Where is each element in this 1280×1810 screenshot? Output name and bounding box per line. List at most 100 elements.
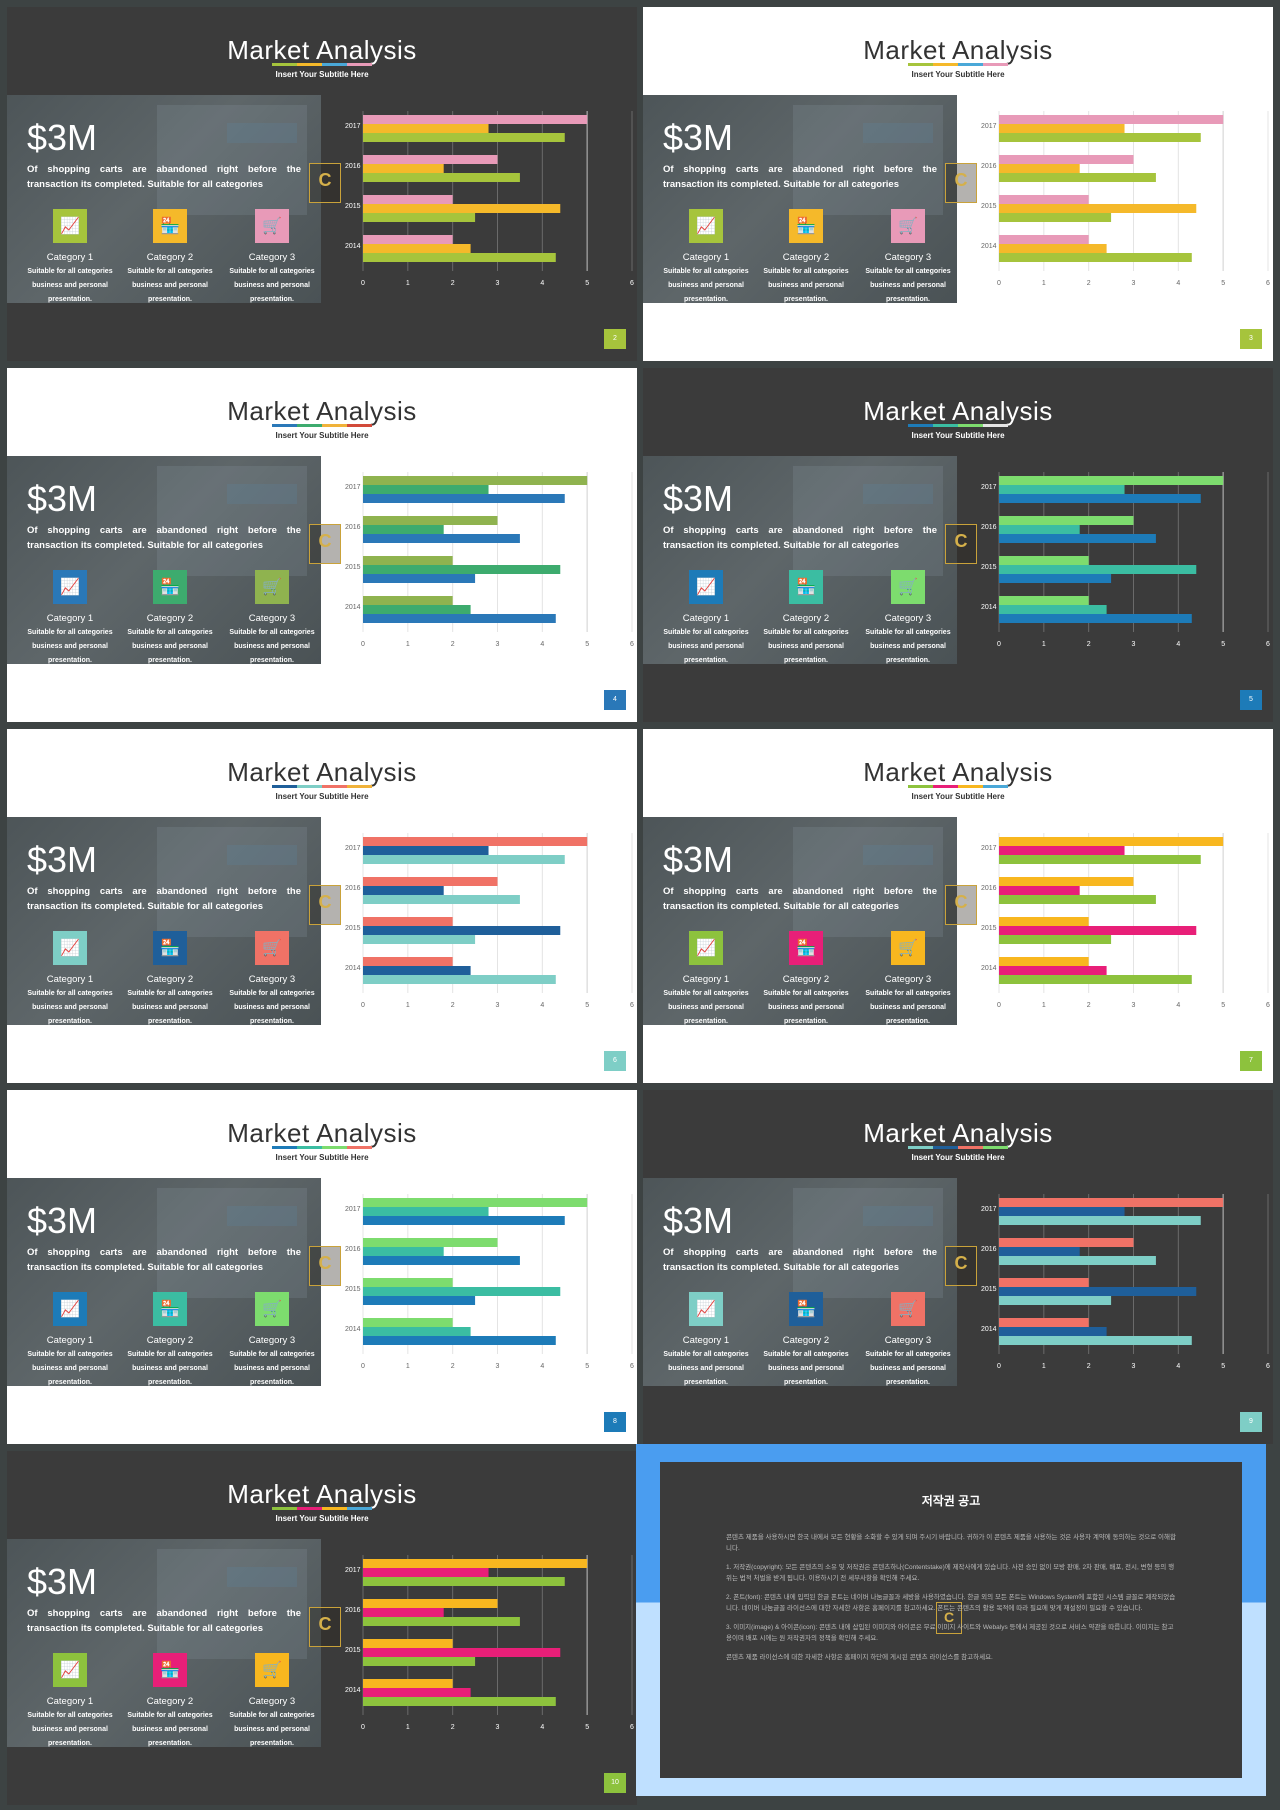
store-icon: 🏪 bbox=[153, 1653, 187, 1687]
category-name: Category 3 bbox=[884, 252, 932, 263]
bar bbox=[999, 204, 1197, 213]
category-label: 2017 bbox=[345, 845, 361, 852]
bar bbox=[363, 1216, 565, 1225]
big-number: $3M bbox=[663, 1200, 734, 1241]
slide-title: Market Analysis bbox=[227, 1118, 417, 1148]
category-label: 2015 bbox=[345, 203, 361, 210]
x-tick-label: 1 bbox=[1042, 1002, 1046, 1009]
category-block: 🛒 Category 3 Suitable for all categories bu… bbox=[222, 1653, 322, 1751]
x-tick-label: 4 bbox=[540, 1363, 544, 1370]
background-photo-detail bbox=[227, 1567, 297, 1587]
category-name: Category 3 bbox=[248, 252, 296, 263]
chart-svg: 0 1 2 3 4 5 6 2017 2016 2015 2014 bbox=[981, 472, 1270, 648]
cart-icon: 🛒 bbox=[891, 209, 925, 243]
bar bbox=[363, 966, 471, 975]
x-tick-label: 0 bbox=[361, 1724, 365, 1731]
x-tick-label: 1 bbox=[406, 1363, 410, 1370]
category-description-line: presentation. bbox=[48, 1379, 92, 1386]
bar bbox=[363, 213, 476, 222]
cart-icon: 🛒 bbox=[255, 931, 289, 965]
category-block: 📈 Category 1 Suitable for all categories bu… bbox=[656, 931, 756, 1029]
bar bbox=[363, 895, 520, 904]
category-description: Suitable for all categories business and … bbox=[656, 1348, 756, 1390]
underline-segment bbox=[322, 63, 347, 66]
category-block: 📈 Category 1 Suitable for all categories bu… bbox=[656, 209, 756, 307]
background-photo-detail bbox=[863, 845, 933, 865]
category-description-line: presentation. bbox=[148, 296, 192, 303]
bar bbox=[999, 485, 1125, 494]
category-description-line: Suitable for all categories bbox=[27, 1351, 113, 1358]
x-tick-label: 4 bbox=[1176, 1002, 1180, 1009]
bar bbox=[363, 1559, 588, 1568]
underline-segment bbox=[347, 63, 372, 66]
slide-subtitle: Insert Your Subtitle Here bbox=[911, 70, 1005, 79]
category-block: 🛒 Category 3 Suitable for all categories bu… bbox=[222, 209, 322, 307]
slide: Market Analysis Insert Your Subtitle Here… bbox=[7, 1090, 637, 1444]
category-label: 2014 bbox=[981, 604, 997, 611]
slide: Market Analysis Insert Your Subtitle Here… bbox=[7, 1451, 637, 1805]
x-tick-label: 0 bbox=[361, 1002, 365, 1009]
background-photo-detail bbox=[227, 1206, 297, 1226]
category-label: 2016 bbox=[345, 163, 361, 170]
category-description-line: business and personal bbox=[32, 1726, 108, 1733]
x-tick-label: 3 bbox=[496, 1363, 500, 1370]
bar bbox=[999, 574, 1112, 583]
category-description-line: Suitable for all categories bbox=[763, 990, 849, 997]
page-number: 10 bbox=[604, 1773, 626, 1793]
category-description-line: presentation. bbox=[684, 1379, 728, 1386]
background-photo bbox=[793, 105, 943, 215]
category-description-line: business and personal bbox=[668, 282, 744, 289]
underline-segment bbox=[297, 63, 322, 66]
big-number: $3M bbox=[663, 839, 734, 880]
bar bbox=[363, 1657, 476, 1666]
bar bbox=[999, 975, 1192, 984]
category-description: Suitable for all categories business and … bbox=[756, 265, 856, 307]
x-tick-label: 6 bbox=[630, 641, 634, 648]
category-name: Category 3 bbox=[248, 974, 296, 985]
category-description: Suitable for all categories business and … bbox=[756, 626, 856, 668]
category-label: 2017 bbox=[981, 1206, 997, 1213]
category-block: 🛒 Category 3 Suitable for all categories bu… bbox=[858, 570, 958, 668]
category-label: 2014 bbox=[981, 243, 997, 250]
category-description-line: Suitable for all categories bbox=[865, 990, 951, 997]
cart-icon: 🛒 bbox=[255, 1292, 289, 1326]
description-line: Of shopping carts are abandoned right be… bbox=[663, 886, 937, 897]
x-tick-label: 0 bbox=[361, 280, 365, 287]
background-photo-detail bbox=[863, 1206, 933, 1226]
x-tick-label: 0 bbox=[997, 1363, 1001, 1370]
slide-subtitle: Insert Your Subtitle Here bbox=[275, 1514, 369, 1523]
category-block: 📈 Category 1 Suitable for all categories bu… bbox=[20, 209, 120, 307]
category-name: Category 2 bbox=[782, 613, 830, 624]
x-tick-label: 6 bbox=[1266, 1002, 1270, 1009]
x-tick-label: 5 bbox=[1221, 641, 1225, 648]
x-tick-label: 3 bbox=[1132, 1363, 1136, 1370]
category-description: Suitable for all categories business and … bbox=[756, 987, 856, 1029]
big-number: $3M bbox=[27, 1200, 98, 1241]
bar bbox=[999, 1216, 1201, 1225]
bar bbox=[363, 195, 453, 204]
category-block: 🛒 Category 3 Suitable for all categories bu… bbox=[858, 931, 958, 1029]
info-panel: $3M Of shopping carts are abandoned right… bbox=[7, 817, 321, 1025]
description-line: Of shopping carts are abandoned right be… bbox=[663, 164, 937, 175]
bar bbox=[363, 1207, 489, 1216]
category-description-line: business and personal bbox=[668, 643, 744, 650]
category-description-line: presentation. bbox=[250, 1018, 294, 1025]
category-description: Suitable for all categories business and … bbox=[20, 265, 120, 307]
category-description: Suitable for all categories business and … bbox=[858, 987, 958, 1029]
bar bbox=[363, 1198, 588, 1207]
bar bbox=[999, 1278, 1089, 1287]
x-tick-label: 6 bbox=[630, 1724, 634, 1731]
title-underline bbox=[272, 424, 372, 427]
chart-svg: 0 1 2 3 4 5 6 2017 2016 2015 2014 bbox=[981, 833, 1270, 1009]
x-tick-label: 4 bbox=[1176, 280, 1180, 287]
x-tick-label: 3 bbox=[496, 641, 500, 648]
bar bbox=[999, 556, 1089, 565]
category-name: Category 2 bbox=[782, 252, 830, 263]
bar bbox=[363, 253, 556, 262]
category-block: 🏪 Category 2 Suitable for all categories bu… bbox=[120, 209, 220, 307]
info-panel: $3M Of shopping carts are abandoned right… bbox=[7, 1178, 321, 1386]
store-icon: 🏪 bbox=[153, 1292, 187, 1326]
chart-icon: 📈 bbox=[53, 1292, 87, 1326]
bar bbox=[363, 886, 444, 895]
category-description-line: Suitable for all categories bbox=[27, 629, 113, 636]
